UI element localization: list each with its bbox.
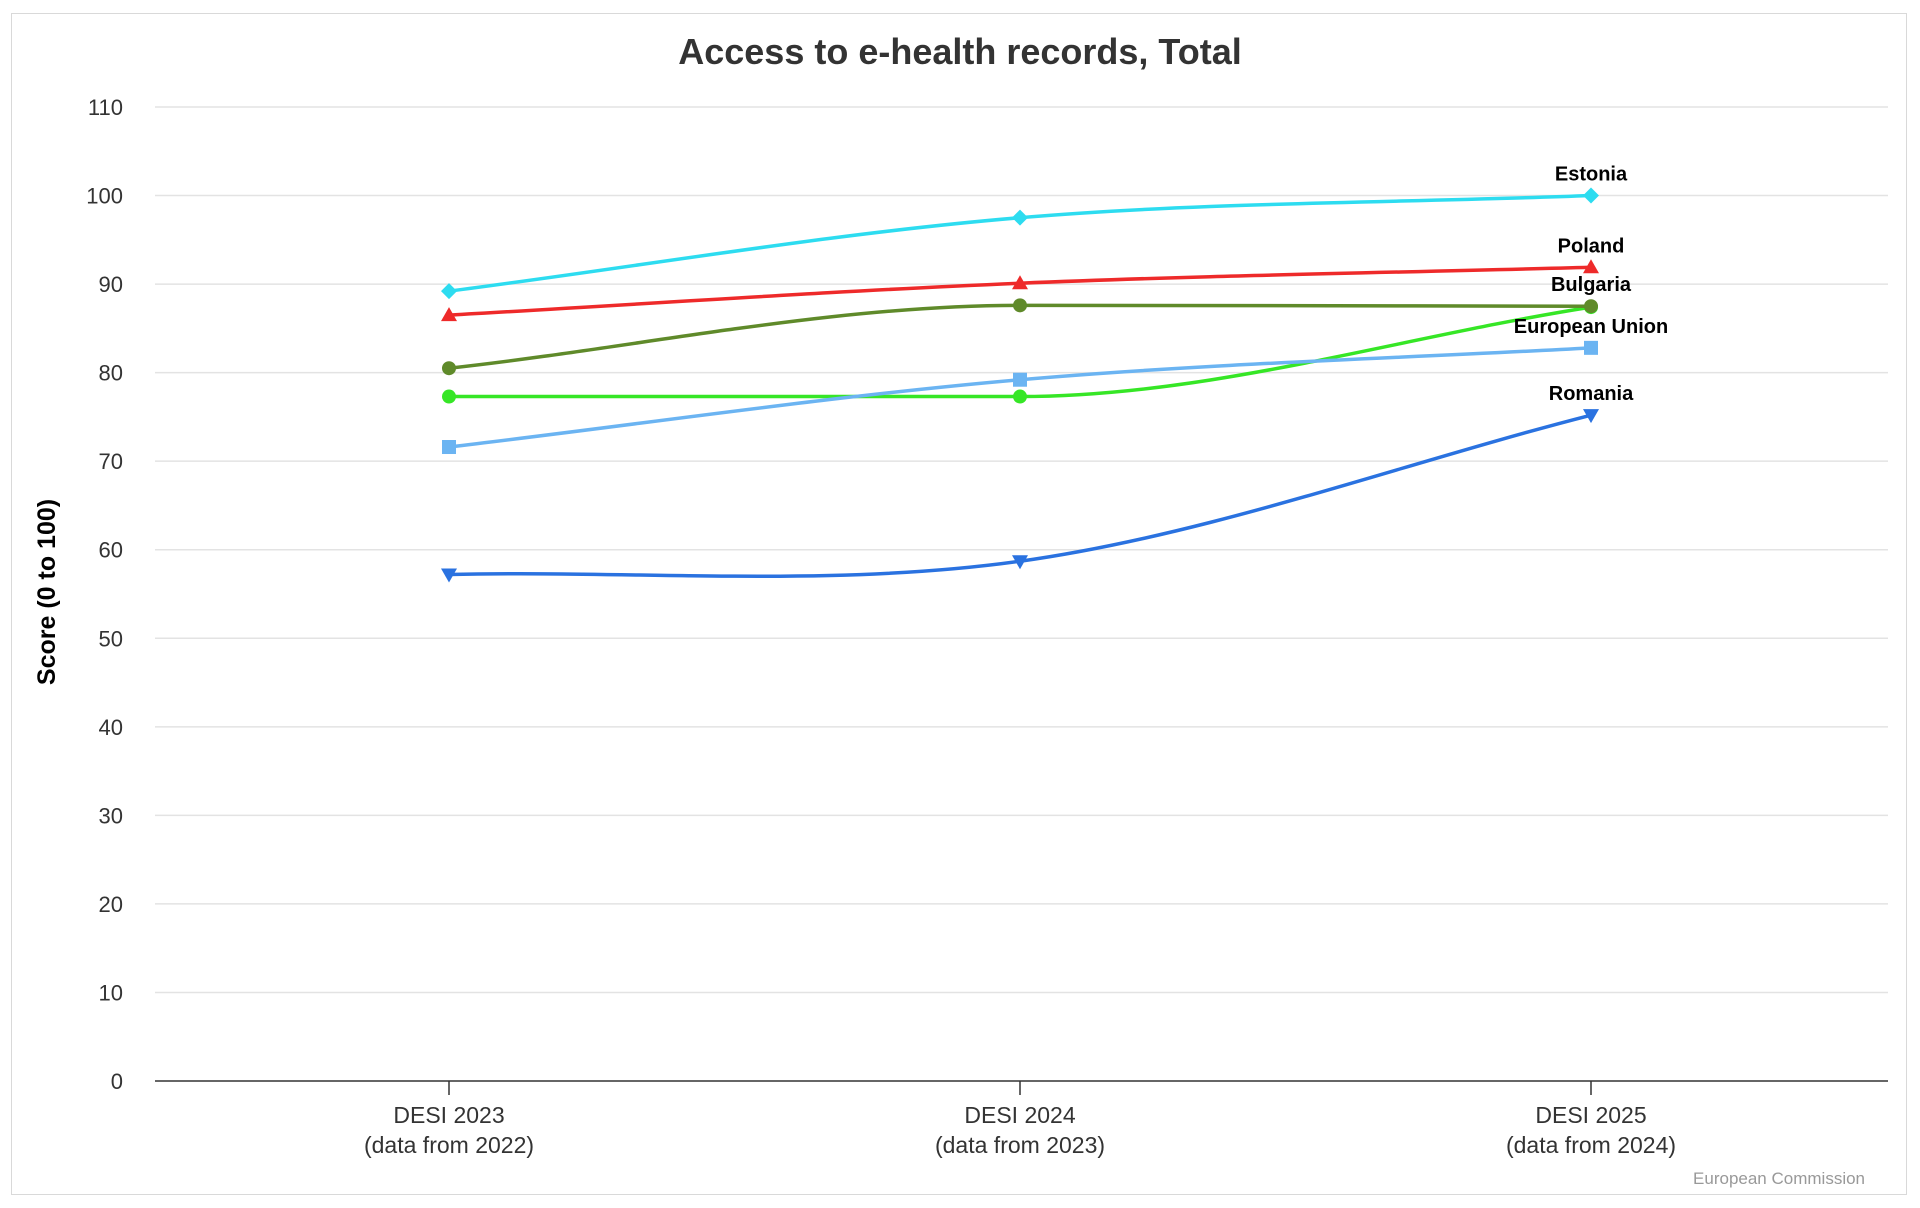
x-tick-label: (data from 2024) (1506, 1132, 1676, 1158)
y-tick-label: 10 (99, 980, 123, 1005)
data-point[interactable] (441, 307, 457, 322)
series-line[interactable] (447, 303, 1593, 370)
x-axis: DESI 2023 (data from 2022) DESI 2024 (data … (155, 1080, 1888, 1158)
data-point[interactable] (1583, 187, 1599, 204)
y-axis-label: Score (0 to 100) (33, 499, 61, 685)
series-end-label: Romania (1549, 383, 1634, 405)
x-tick-label: DESI 2025 (1535, 1102, 1646, 1128)
series-poland (441, 259, 1599, 322)
y-tick-label: 0 (111, 1069, 123, 1094)
data-point[interactable] (1013, 389, 1027, 404)
data-point[interactable] (1012, 555, 1028, 570)
y-tick-label: 50 (99, 626, 123, 651)
x-tick-label: DESI 2024 (964, 1102, 1075, 1128)
series-line[interactable] (447, 413, 1593, 579)
series-unlabeled (442, 300, 1598, 404)
y-tick-label: 90 (99, 272, 123, 297)
x-tick-label: (data from 2022) (364, 1132, 534, 1158)
data-point[interactable] (1584, 299, 1598, 314)
series-european-union (442, 340, 1598, 455)
y-tick-label: 110 (88, 95, 123, 120)
data-point[interactable] (1013, 298, 1027, 313)
series-end-label: Estonia (1555, 164, 1628, 186)
x-tick-label: (data from 2023) (935, 1132, 1105, 1158)
chart-frame: Access to e-health records, Total 0 10 20 3… (11, 13, 1907, 1195)
credit-text[interactable]: European Commission (1693, 1169, 1865, 1188)
series-labels: Romania European Union Bulgaria Poland Eston… (1514, 164, 1668, 406)
data-point[interactable] (442, 361, 456, 376)
gridlines (155, 106, 1888, 994)
series-romania (441, 409, 1599, 583)
series-end-label: Bulgaria (1551, 274, 1632, 296)
data-point[interactable] (442, 389, 456, 404)
y-axis: 0 10 20 30 40 50 60 70 80 90 100 110 (86, 95, 123, 1094)
series-lines (441, 187, 1599, 583)
y-tick-label: 40 (99, 715, 123, 740)
chart-title: Access to e-health records, Total (678, 31, 1242, 72)
y-tick-label: 30 (99, 803, 123, 828)
line-chart: Access to e-health records, Total 0 10 20 3… (33, 31, 1888, 1188)
data-point[interactable] (1584, 340, 1598, 355)
data-point[interactable] (1583, 259, 1599, 274)
series-estonia (441, 187, 1599, 300)
y-tick-label: 70 (99, 449, 123, 474)
series-end-label: Poland (1558, 235, 1625, 257)
data-point[interactable] (441, 568, 457, 583)
data-point[interactable] (442, 440, 456, 455)
x-tick-label: DESI 2023 (393, 1102, 504, 1128)
data-point[interactable] (1012, 209, 1028, 226)
data-point[interactable] (1013, 372, 1027, 387)
data-point[interactable] (1583, 409, 1599, 424)
data-point[interactable] (441, 283, 457, 300)
series-end-label: European Union (1514, 316, 1668, 338)
y-tick-label: 20 (99, 892, 123, 917)
y-tick-label: 80 (99, 361, 123, 386)
y-tick-label: 100 (86, 184, 123, 209)
data-point[interactable] (1012, 275, 1028, 290)
series-bulgaria (442, 298, 1598, 376)
y-tick-label: 60 (99, 538, 123, 563)
